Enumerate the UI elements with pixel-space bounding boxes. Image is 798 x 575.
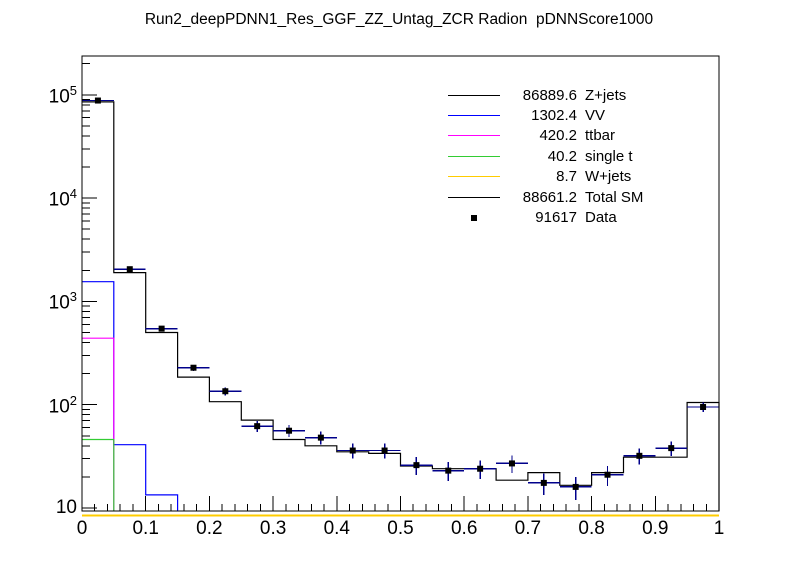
legend: 86889.6 Z+jets 1302.4 VV 420.2 ttbar 40.2 singl… (440, 85, 740, 228)
data-marker (317, 434, 324, 441)
data-marker (286, 427, 293, 434)
x-tick-label: 0.5 (387, 518, 414, 539)
legend-entry: 88661.2 Total SM (440, 187, 740, 207)
legend-marker-sample (440, 207, 513, 227)
x-tick-label: 0 (76, 518, 88, 539)
legend-line-sample (440, 126, 513, 146)
legend-line-sample (440, 146, 513, 166)
data-marker (222, 388, 229, 395)
y-tick-label: 103 (48, 289, 77, 314)
series-step-line (82, 101, 720, 511)
legend-entry-value: 40.2 (547, 147, 577, 165)
y-tick-label: 102 (48, 392, 77, 418)
plot-title: Run2_deepPDNN1_Res_GGF_ZZ_Untag_ZCR Radi… (144, 11, 654, 28)
x-tick-label: 0.9 (642, 518, 669, 539)
data-marker (636, 452, 643, 459)
legend-entry-value: 86889.6 (522, 86, 577, 104)
legend-line-sample (440, 167, 513, 187)
legend-entry: 1302.4 VV (440, 105, 740, 125)
data-marker (700, 404, 707, 411)
legend-line-sample (440, 85, 513, 105)
x-tick-label: 1 (713, 518, 725, 539)
data-marker (254, 423, 261, 430)
legend-entry-value: 420.2 (539, 127, 577, 145)
data-marker (540, 479, 547, 486)
legend-entry: 8.7 W+jets (440, 167, 740, 187)
x-tick-label: 0.1 (132, 518, 159, 539)
legend-entry: 40.2 single t (440, 146, 740, 166)
data-marker (381, 447, 388, 454)
legend-entry-label: VV (585, 107, 606, 125)
data-marker (477, 465, 484, 472)
y-tick-label: 105 (48, 82, 77, 108)
legend-entry-label: W+jets (585, 168, 632, 186)
data-marker (508, 460, 515, 467)
x-tick-label: 0.4 (323, 518, 350, 539)
x-tick-label: 0.8 (578, 518, 605, 539)
y-tick-label: 104 (48, 186, 77, 211)
legend-entry-label: single t (585, 147, 633, 165)
legend-entry-label: Data (585, 209, 617, 227)
data-marker (94, 97, 101, 104)
series-step-line (82, 438, 115, 511)
data-marker (413, 462, 420, 469)
data-marker (349, 447, 356, 454)
legend-entry-value: 91617 (535, 209, 577, 227)
legend-entry: 91617 Data (440, 207, 740, 227)
legend-line-sample (440, 105, 513, 125)
legend-entry-label: Total SM (585, 188, 644, 206)
x-tick-label: 0.3 (259, 518, 287, 539)
data-marker (572, 483, 579, 490)
legend-entry-label: ttbar (585, 127, 616, 145)
x-tick-label: 0.2 (196, 518, 223, 539)
series-step-line (82, 281, 179, 511)
data-marker (158, 325, 165, 332)
series-step-line (82, 337, 115, 511)
legend-entry-value: 1302.4 (531, 107, 577, 125)
legend-entry: 420.2 ttbar (440, 126, 740, 146)
x-tick-label: 0.7 (514, 518, 542, 539)
legend-entry-value: 8.7 (556, 168, 577, 186)
legend-entry-label: Z+jets (585, 86, 627, 104)
data-marker (190, 364, 197, 371)
data-marker (445, 467, 452, 474)
legend-entry: 86889.6 Z+jets (440, 85, 740, 105)
x-tick-label: 0.6 (450, 518, 478, 539)
legend-entry-value: 88661.2 (522, 188, 577, 206)
data-marker (126, 266, 133, 273)
y-tick-label: 10 (55, 497, 77, 518)
data-marker (668, 445, 675, 452)
legend-line-sample (440, 187, 513, 207)
data-marker (604, 471, 611, 478)
